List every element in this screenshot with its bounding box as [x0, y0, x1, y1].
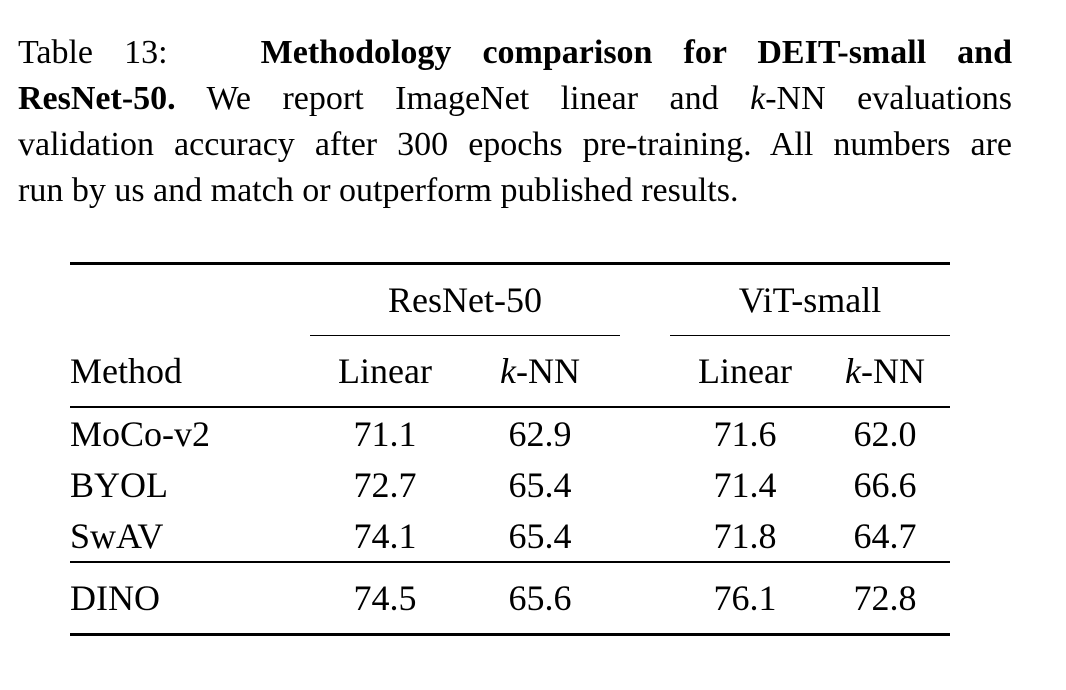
method-header: Method: [70, 351, 182, 391]
value-cell: 71.4: [713, 464, 777, 505]
value-cell: 62.9: [508, 413, 572, 454]
table-row: MoCo-v2 71.1 62.9 71.6 62.0: [70, 407, 950, 459]
value-cell: 62.0: [853, 413, 917, 454]
sub-header-row: Method Linear k-NN Linear k-NN: [70, 336, 950, 407]
value-cell-bold: 76.1: [713, 578, 777, 618]
value-cell-bold: 74.5: [353, 578, 417, 618]
caption-line-4: run by us and match or outperform publis…: [18, 172, 739, 209]
caption-title-part-1: Methodology comparison for DEIT-small an…: [260, 34, 1013, 71]
value-cell: 72.7: [353, 464, 417, 505]
method-cell: SwAV: [70, 515, 164, 556]
value-cell-bold: 72.8: [853, 578, 917, 618]
method-cell: MoCo-v2: [70, 413, 211, 454]
caption-line-1: Table 13: Methodology comparison for DEI…: [18, 30, 1012, 76]
value-cell: 65.4: [508, 464, 572, 505]
group-header-vit-small: ViT-small: [738, 280, 882, 320]
results-table: ResNet-50 ViT-small Method Linear k-NN L…: [70, 262, 950, 636]
table-row-dino: DINO 74.5 65.6 76.1 72.8: [70, 562, 950, 635]
table-row: SwAV 74.1 65.4 71.8 64.7: [70, 510, 950, 562]
cmidrule-vit-small: [670, 335, 950, 336]
header-vit-linear: Linear: [698, 351, 792, 391]
cmidrule-resnet50: [310, 335, 620, 336]
caption-text-a: We report ImageNet linear and: [175, 80, 751, 117]
method-cell: DINO: [70, 578, 160, 618]
value-cell-bold: 65.6: [508, 578, 572, 618]
value-cell: 66.6: [853, 464, 917, 505]
method-cell: BYOL: [70, 464, 168, 505]
group-header-row: ResNet-50 ViT-small: [70, 263, 950, 336]
caption-line-3: validation accuracy after 300 epochs pre…: [18, 126, 1012, 163]
value-cell: 71.1: [353, 413, 417, 454]
value-cell: 71.8: [713, 515, 777, 556]
value-cell: 64.7: [853, 515, 917, 556]
empty-header-cell: [70, 264, 310, 336]
header-r50-knn: k-NN: [500, 351, 580, 391]
table-caption: Table 13: Methodology comparison for DEI…: [18, 30, 1012, 214]
caption-text-b: -NN evaluations: [765, 80, 1012, 117]
table-row: BYOL 72.7 65.4 71.4 66.6: [70, 459, 950, 510]
caption-k: k: [750, 80, 766, 117]
header-r50-linear: Linear: [338, 351, 432, 391]
header-vit-knn: k-NN: [845, 351, 925, 391]
value-cell: 65.4: [508, 515, 572, 556]
value-cell: 74.1: [353, 515, 417, 556]
caption-label: Table 13:: [18, 34, 168, 71]
value-cell: 71.6: [713, 413, 777, 454]
caption-title-part-2: ResNet-50.: [18, 80, 176, 117]
group-header-resnet50: ResNet-50: [388, 280, 542, 320]
caption-line-2: ResNet-50. We report ImageNet linear and…: [18, 76, 1012, 122]
